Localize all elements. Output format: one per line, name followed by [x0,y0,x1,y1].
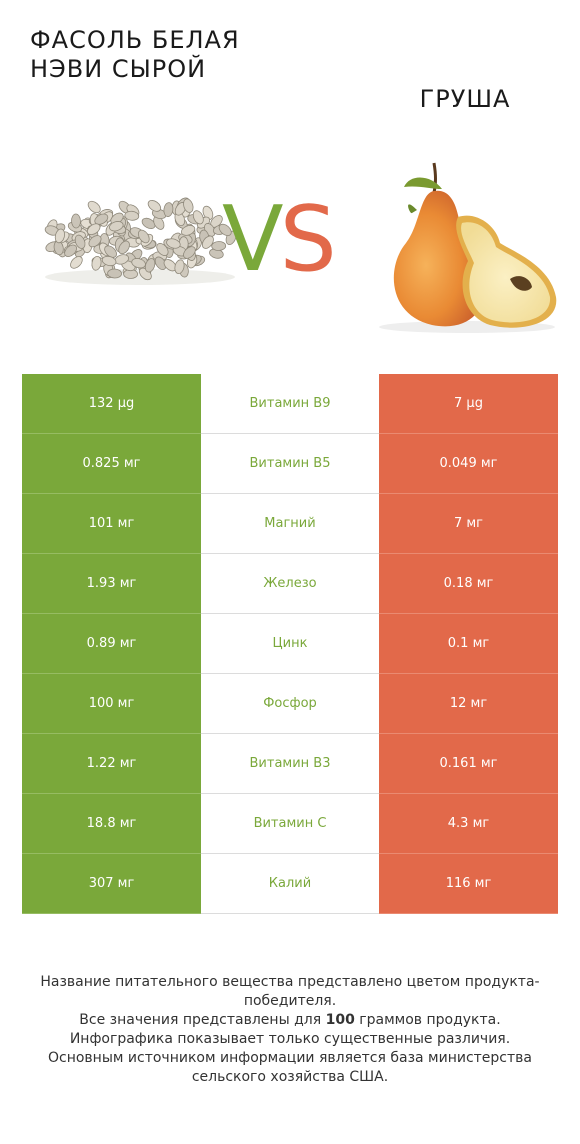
bean-shape [211,241,227,251]
table-row: 100 мг Фосфор 12 мг [22,674,558,734]
right-value: 7 мг [379,494,558,554]
bean-shape [137,229,150,244]
footer-line-3: Инфографика показывает только существенн… [69,1031,511,1047]
left-value: 100 мг [22,674,201,734]
nutrient-name: Витамин B9 [201,374,379,434]
left-value: 1.93 мг [22,554,201,614]
bean-shape [183,198,194,213]
vs-label: VS [222,187,337,292]
bean-shape [64,244,77,257]
bean-shape [91,255,102,271]
bean-shape [104,245,117,258]
right-value: 0.1 мг [379,614,558,674]
footer-line-2b: 100 [325,1012,355,1028]
table-row: 0.825 мг Витамин B5 0.049 мг [22,434,558,494]
footer-line-2: Все значения представлены для 100 граммо… [20,1011,560,1030]
left-value: 307 мг [22,854,201,914]
footer-line-2c: граммов продукта. [354,1012,501,1028]
pear-image [379,162,557,333]
nutrient-name: Витамин B5 [201,434,379,494]
left-value: 132 µg [22,374,201,434]
navy-beans-image [44,197,237,285]
left-value: 0.89 мг [22,614,201,674]
table-row: 1.22 мг Витамин B3 0.161 мг [22,734,558,794]
bean-shape [163,202,174,217]
bean-shape [87,200,101,214]
bean-shape [94,213,109,225]
bean-shape [74,234,86,249]
right-value: 0.049 мг [379,434,558,494]
table-row: 0.89 мг Цинк 0.1 мг [22,614,558,674]
bean-shape [70,256,83,269]
left-value: 18.8 мг [22,794,201,854]
vs-v-letter: V [222,187,284,292]
nutrient-name: Витамин C [201,794,379,854]
right-product-title: ГРУША [419,85,511,113]
right-value: 12 мг [379,674,558,734]
bean-shape [201,235,214,249]
bean-shape [131,258,146,269]
footer-line-1: Название питательного вещества представл… [40,974,540,1009]
left-value: 101 мг [22,494,201,554]
right-value: 4.3 мг [379,794,558,854]
nutrient-name: Железо [201,554,379,614]
table-row: 307 мг Калий 116 мг [22,854,558,914]
table-row: 1.93 мг Железо 0.18 мг [22,554,558,614]
bean-shape [71,213,81,229]
bean-shape [87,223,101,236]
bean-shape [218,223,232,237]
bean-shape [147,200,162,212]
vs-s-letter: S [279,187,337,292]
footer-notes: Название питательного вещества представл… [20,973,560,1087]
bean-shape [192,210,204,225]
bean-shape [180,225,196,236]
nutrient-name: Фосфор [201,674,379,734]
right-value: 0.161 мг [379,734,558,794]
bean-shape [174,259,185,274]
right-value: 0.18 мг [379,554,558,614]
bean-shape [101,255,117,267]
bean-shape [124,210,140,221]
bean-shape [109,221,124,232]
comparison-table: 132 µg Витамин B9 7 µg 0.825 мг Витамин B5 0.… [22,374,558,914]
bean-shape [141,217,156,229]
bean-shape [107,268,122,279]
table-row: 18.8 мг Витамин C 4.3 мг [22,794,558,854]
right-value: 7 µg [379,374,558,434]
nutrient-name: Витамин B3 [201,734,379,794]
bean-shape [202,205,214,221]
table-row: 132 µg Витамин B9 7 µg [22,374,558,434]
right-value: 116 мг [379,854,558,914]
nutrient-name: Калий [201,854,379,914]
table-row: 101 мг Магний 7 мг [22,494,558,554]
bean-shape [156,243,169,256]
footer-line-4: Основным источником информации является … [48,1050,532,1085]
bean-shape [183,246,196,259]
bean-shape [54,228,65,244]
nutrient-name: Цинк [201,614,379,674]
left-value: 1.22 мг [22,734,201,794]
bean-shape [166,238,181,249]
left-product-title: ФАСОЛЬ БЕЛАЯ НЭВИ СЫРОЙ [30,26,240,83]
footer-line-2a: Все значения представлены для [79,1012,326,1028]
bean-shape [118,240,130,255]
bean-shape [144,258,156,273]
left-value: 0.825 мг [22,434,201,494]
nutrient-name: Магний [201,494,379,554]
